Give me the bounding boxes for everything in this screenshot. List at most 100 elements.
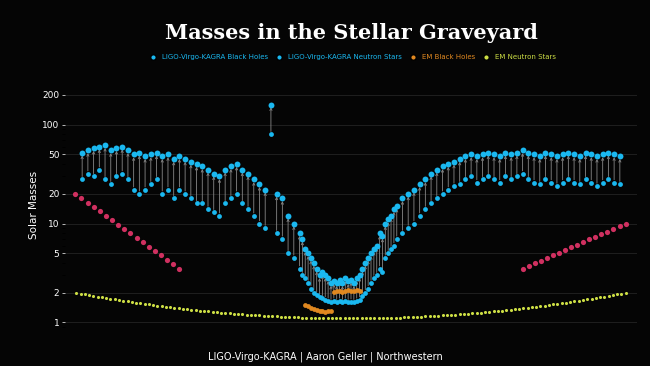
Point <box>463 311 473 317</box>
Point <box>476 310 486 315</box>
Point <box>70 191 81 197</box>
Point <box>168 261 179 267</box>
Point <box>477 152 488 157</box>
Point <box>72 290 82 296</box>
Point <box>565 299 575 305</box>
Point <box>199 308 209 314</box>
Point <box>536 258 546 264</box>
Point <box>372 243 382 249</box>
Point <box>340 298 350 304</box>
Point <box>272 191 282 197</box>
Point <box>144 302 154 307</box>
Point <box>466 152 476 157</box>
Point <box>320 297 330 303</box>
Point <box>111 173 122 179</box>
Point <box>380 255 391 261</box>
Point <box>122 298 133 304</box>
Point <box>609 152 619 157</box>
Point <box>489 176 499 182</box>
Point <box>114 297 124 303</box>
Point <box>352 315 363 321</box>
Point <box>271 314 281 320</box>
Point <box>374 315 384 321</box>
Point <box>242 312 252 318</box>
Point <box>575 153 585 159</box>
Point <box>540 303 550 309</box>
Point <box>214 213 225 219</box>
Point <box>378 315 388 321</box>
Point <box>399 314 410 320</box>
Point <box>432 195 442 201</box>
Point <box>243 171 254 176</box>
Point <box>339 315 350 321</box>
Point <box>197 163 207 169</box>
Point <box>366 280 376 286</box>
Point <box>97 294 107 300</box>
Point <box>95 209 105 214</box>
Point <box>309 306 319 311</box>
Point <box>510 306 520 312</box>
Point <box>203 206 213 212</box>
Point <box>586 180 597 186</box>
Point <box>289 314 299 320</box>
Point <box>497 308 507 314</box>
Point <box>620 290 630 296</box>
Point <box>190 307 201 313</box>
Point <box>495 180 505 186</box>
Point <box>191 161 202 167</box>
Point <box>534 181 545 187</box>
Point <box>346 288 356 294</box>
Point <box>326 280 336 286</box>
Point <box>380 221 391 227</box>
Point <box>552 183 562 189</box>
Point <box>348 288 359 294</box>
Point <box>377 233 387 239</box>
Point <box>500 150 511 156</box>
Point <box>77 150 87 156</box>
Point <box>216 310 226 315</box>
Point <box>397 230 408 236</box>
Point <box>177 306 188 312</box>
Point <box>517 147 528 153</box>
Point <box>161 304 171 310</box>
Point <box>315 294 325 300</box>
Point <box>609 180 619 186</box>
Point <box>101 213 111 219</box>
Point <box>363 255 373 261</box>
Point <box>443 187 454 193</box>
Point <box>575 181 585 187</box>
Point <box>548 253 558 258</box>
Point <box>531 304 541 310</box>
Point <box>314 315 324 321</box>
Point <box>303 250 313 256</box>
Point <box>118 298 129 304</box>
Point <box>484 309 495 315</box>
Point <box>289 221 299 227</box>
Point <box>352 275 362 281</box>
Point <box>146 152 156 157</box>
Point <box>119 226 129 232</box>
Point <box>157 303 167 309</box>
Point <box>209 171 219 176</box>
Point <box>386 213 396 219</box>
Point <box>94 144 105 150</box>
Point <box>203 167 213 173</box>
Point <box>366 250 376 256</box>
Point <box>140 153 150 159</box>
Point <box>356 315 367 321</box>
Point <box>558 152 568 157</box>
Point <box>540 176 551 182</box>
Point <box>391 203 402 209</box>
Point <box>616 291 627 296</box>
Point <box>602 229 612 235</box>
Point <box>346 299 356 305</box>
Legend: LIGO-Virgo-KAGRA Black Holes, LIGO-Virgo-KAGRA Neutron Stars, EM Black Holes, EM: LIGO-Virgo-KAGRA Black Holes, LIGO-Virgo… <box>143 52 559 63</box>
Point <box>157 191 168 197</box>
Point <box>315 272 325 278</box>
Point <box>578 239 588 245</box>
Point <box>358 266 368 272</box>
Point <box>337 289 348 295</box>
Point <box>608 226 619 232</box>
Point <box>322 315 333 321</box>
Point <box>530 261 540 266</box>
